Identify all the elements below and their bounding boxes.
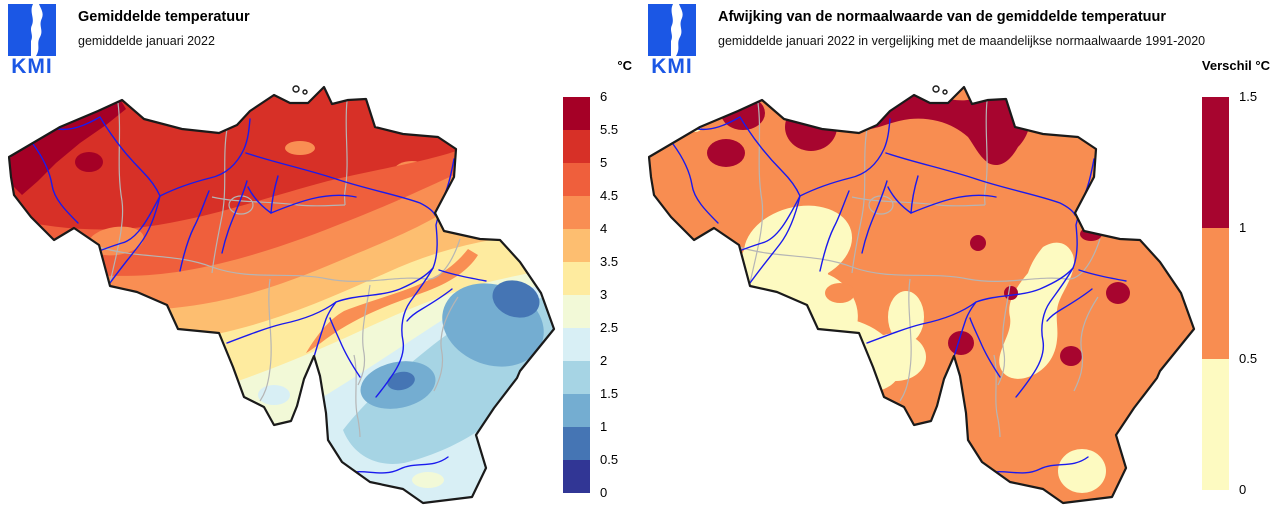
temperature-unit-label: °C [617,58,632,73]
kmi-logo: KMI [648,4,698,80]
left-map-subtitle: gemiddelde januari 2022 [78,34,215,48]
legend-color-segment [563,196,590,229]
legend-color-segment [563,361,590,394]
legend-color-segment [563,394,590,427]
legend-tick-label: 1 [1239,220,1247,235]
legend-tick-label: 5 [600,155,608,170]
legend-color-segment [563,229,590,262]
belgium-anomaly-map [648,85,1196,505]
legend-tick-label: 4 [600,221,608,236]
temperature-colorbar [563,97,590,493]
legend-tick-label: 0.5 [1239,351,1258,366]
baarle-enclaves [292,85,308,95]
anomaly-colorbar [1202,97,1229,490]
baarle-enclaves [932,85,948,95]
kmi-logo-text: KMI [651,55,693,78]
legend-tick-label: 4.5 [600,188,619,203]
legend-tick-label: 2 [600,353,608,368]
legend-color-segment [563,328,590,361]
legend-tick-label: 0.5 [600,452,619,467]
legend-tick-label: 5.5 [600,122,619,137]
temperature-contour-layer [9,87,554,503]
kmi-logo-mark [8,4,56,56]
legend-tick-label: 1 [600,419,608,434]
legend-tick-label: 0 [1239,482,1247,497]
legend-tick-label: 3.5 [600,254,619,269]
legend-tick-label: 3 [600,287,608,302]
legend-color-segment [1202,228,1229,359]
legend-color-segment [1202,359,1229,490]
legend-color-segment [563,427,590,460]
kmi-logo-text: KMI [11,55,53,78]
left-header: Gemiddelde temperatuur gemiddelde januar… [78,8,250,49]
legend-color-segment [563,262,590,295]
legend-color-segment [563,460,590,493]
legend-color-segment [563,130,590,163]
legend-color-segment [563,163,590,196]
legend-color-segment [563,97,590,130]
kmi-logo-mark [648,4,696,56]
legend-tick-label: 1.5 [1239,89,1258,104]
legend-tick-label: 2.5 [600,320,619,335]
anomaly-unit-label: Verschil °C [1201,58,1270,73]
legend-tick-label: 6 [600,89,608,104]
legend-tick-label: 1.5 [600,386,619,401]
belgium-temperature-map [8,85,556,505]
right-header: Afwijking van de normaalwaarde van de ge… [718,8,1205,49]
kmi-logo: KMI [8,4,58,80]
left-map-title: Gemiddelde temperatuur [78,9,250,25]
legend-color-segment [563,295,590,328]
anomaly-contour-layer [649,87,1194,503]
legend-tick-label: 0 [600,485,608,500]
legend-color-segment [1202,97,1229,228]
right-map-title: Afwijking van de normaalwaarde van de ge… [718,9,1167,25]
right-map-subtitle: gemiddelde januari 2022 in vergelijking … [718,34,1206,48]
